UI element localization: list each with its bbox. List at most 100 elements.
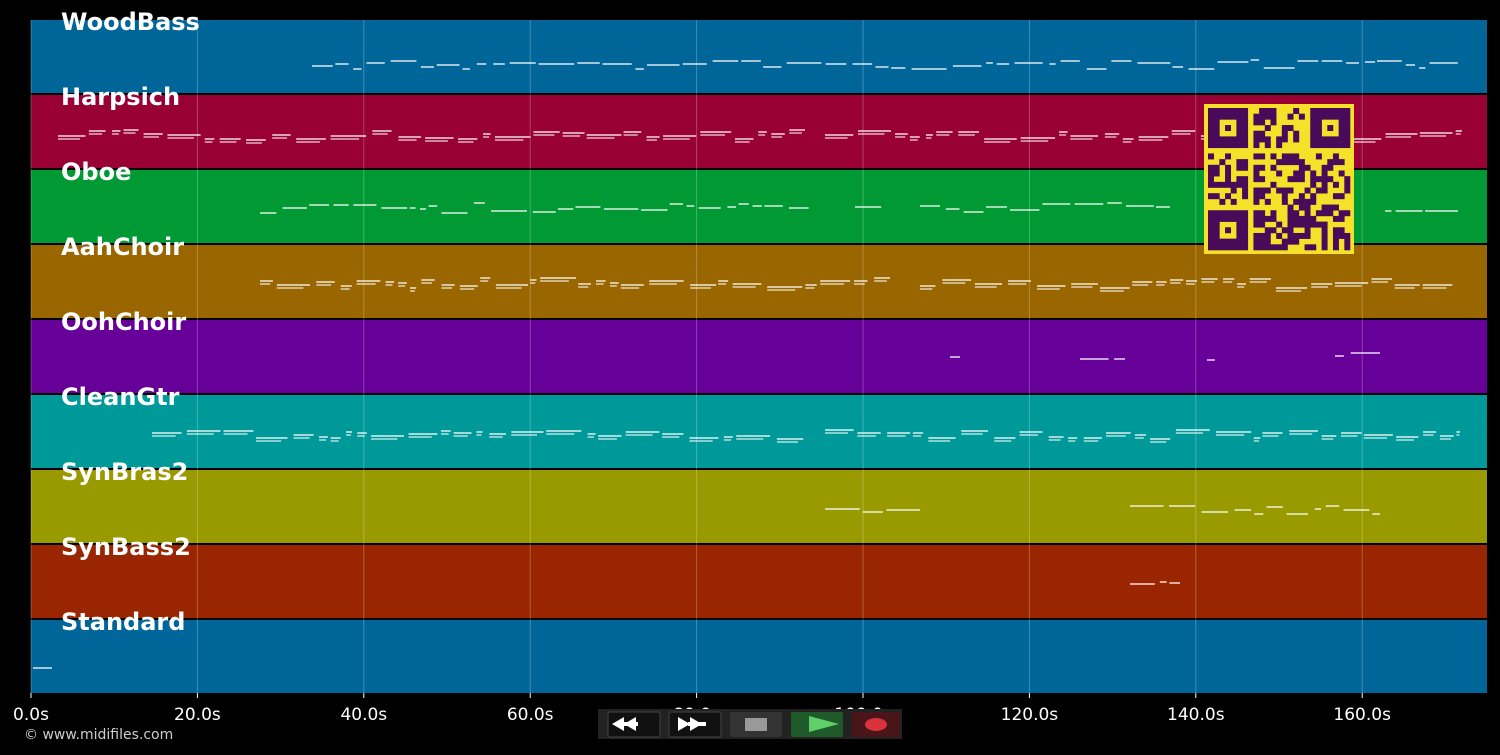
qr-module — [1327, 136, 1334, 143]
qr-module — [1276, 232, 1283, 239]
qr-module — [1236, 215, 1243, 222]
qr-module — [1213, 221, 1220, 228]
qr-module — [1225, 238, 1232, 245]
qr-module — [1259, 119, 1266, 126]
qr-module — [1208, 176, 1214, 183]
qr-module — [1253, 170, 1260, 177]
tick-label: 20.0s — [174, 705, 221, 725]
qr-module — [1332, 232, 1339, 239]
qr-module — [1208, 130, 1214, 137]
qr-module — [1287, 232, 1294, 239]
qr-module — [1264, 136, 1271, 143]
qr-module — [1236, 108, 1243, 114]
qr-module — [1315, 221, 1322, 228]
qr-module — [1259, 232, 1266, 239]
qr-module — [1208, 232, 1214, 239]
qr-module — [1225, 142, 1232, 149]
fast-forward-button[interactable] — [668, 711, 722, 738]
qr-module — [1225, 193, 1232, 200]
qr-module — [1213, 181, 1220, 188]
track-label: AahChoir — [61, 233, 184, 261]
qr-module — [1253, 119, 1260, 126]
qr-module — [1213, 215, 1220, 222]
qr-module — [1264, 187, 1271, 194]
qr-module — [1225, 170, 1232, 177]
qr-module — [1242, 215, 1249, 222]
qr-module — [1321, 232, 1328, 239]
track-label: WoodBass — [61, 8, 200, 36]
qr-module — [1264, 227, 1271, 234]
track-band — [31, 545, 1487, 618]
qr-module — [1315, 108, 1322, 114]
qr-module — [1230, 238, 1237, 245]
qr-module — [1236, 159, 1243, 166]
qr-module — [1230, 136, 1237, 143]
qr-module — [1208, 227, 1214, 234]
qr-module — [1298, 164, 1305, 171]
qr-module — [1242, 108, 1249, 114]
qr-module — [1264, 108, 1271, 114]
track-band — [31, 20, 1487, 93]
qr-module — [1310, 176, 1317, 183]
qr-module — [1332, 153, 1339, 160]
qr-module — [1310, 125, 1317, 132]
qr-module — [1327, 125, 1334, 132]
track-band — [31, 620, 1487, 693]
qr-module — [1270, 119, 1277, 126]
qr-module — [1208, 238, 1214, 245]
qr-module — [1327, 164, 1334, 171]
qr-module — [1219, 198, 1226, 205]
qr-module — [1327, 113, 1334, 120]
qr-module — [1236, 176, 1243, 183]
qr-module — [1230, 187, 1237, 194]
qr-module — [1287, 227, 1294, 234]
qr-module — [1242, 176, 1249, 183]
track-label: SynBass2 — [61, 533, 191, 561]
qr-module — [1208, 136, 1214, 143]
qr-module — [1219, 159, 1226, 166]
qr-module — [1259, 187, 1266, 194]
qr-module — [1281, 238, 1288, 245]
qr-module — [1230, 108, 1237, 114]
qr-module — [1225, 153, 1232, 160]
qr-module — [1236, 238, 1243, 245]
qr-module — [1344, 136, 1351, 143]
qr-module — [1321, 227, 1328, 234]
qr-module — [1298, 159, 1305, 166]
qr-module — [1304, 198, 1311, 205]
rewind-button[interactable] — [607, 711, 661, 738]
qr-module — [1253, 187, 1260, 194]
qr-module — [1315, 176, 1322, 183]
qr-module — [1276, 170, 1283, 177]
qr-module — [1344, 244, 1351, 251]
qr-module — [1270, 153, 1277, 160]
qr-module — [1242, 130, 1249, 137]
qr-module — [1213, 164, 1220, 171]
qr-module — [1236, 221, 1243, 228]
qr-module — [1321, 142, 1328, 149]
qr-module — [1264, 238, 1271, 245]
qr-module — [1208, 164, 1214, 171]
qr-module — [1253, 136, 1260, 143]
qr-module — [1338, 210, 1345, 217]
qr-module — [1287, 113, 1294, 120]
qr-module — [1315, 113, 1322, 120]
qr-module — [1344, 210, 1351, 217]
qr-module — [1213, 125, 1220, 132]
qr-module — [1310, 170, 1317, 177]
qr-module — [1242, 136, 1249, 143]
qr-module — [1287, 153, 1294, 160]
qr-module — [1321, 181, 1328, 188]
record-button[interactable] — [852, 712, 900, 737]
qr-module — [1315, 130, 1322, 137]
play-button[interactable] — [791, 712, 843, 737]
qr-module — [1242, 232, 1249, 239]
qr-module — [1321, 187, 1328, 194]
qr-module — [1281, 136, 1288, 143]
qr-module — [1344, 142, 1351, 149]
qr-module — [1270, 210, 1277, 217]
stop-button[interactable] — [730, 712, 782, 737]
qr-module — [1293, 153, 1300, 160]
qr-module — [1208, 108, 1214, 114]
qr-module — [1315, 136, 1322, 143]
